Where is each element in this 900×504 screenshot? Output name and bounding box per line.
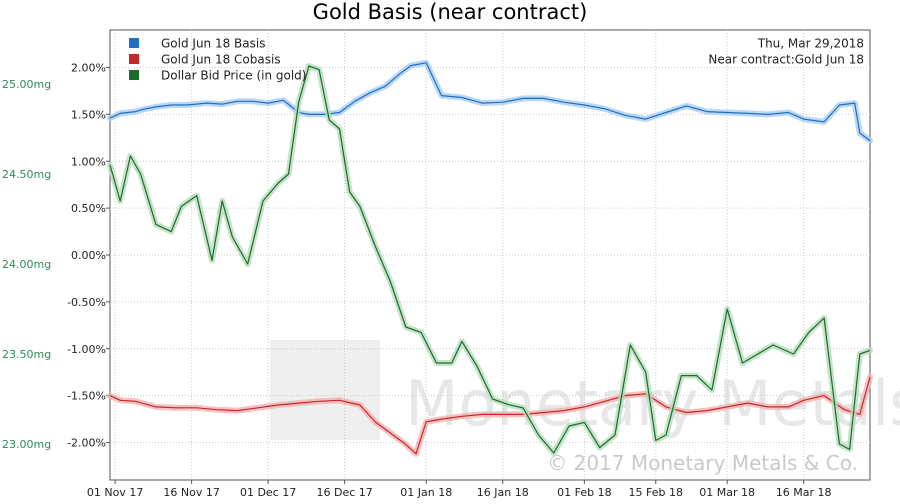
left-axis-tick-label: -2.00% [67, 437, 106, 450]
legend-swatch-dollar-bid [129, 70, 139, 80]
chart-title: Gold Basis (near contract) [313, 0, 588, 24]
left-axis-tick-label: 0.50% [71, 202, 106, 215]
series-lines [107, 59, 873, 457]
legend-label-basis: Gold Jun 18 Basis [161, 37, 265, 51]
right-axis-tick-label: 24.50mg [2, 168, 51, 181]
left-axis-tick-label: 1.50% [71, 108, 106, 121]
series-line-cobasis [109, 376, 871, 455]
right-axis-tick-label: 23.00mg [2, 438, 51, 451]
x-axis-tick-label: 01 Mar 18 [699, 486, 755, 499]
annotation-contract: Near contract:Gold Jun 18 [708, 53, 864, 67]
legend-label-cobasis: Gold Jun 18 Cobasis [161, 53, 281, 67]
right-axis-tick-label: 24.00mg [2, 258, 51, 271]
legend: Gold Jun 18 Basis Gold Jun 18 Cobasis Do… [129, 37, 306, 83]
series-line-dollar-bid [109, 65, 871, 454]
x-axis-tick-label: 16 Dec 17 [316, 486, 372, 499]
annotation-date: Thu, Mar 29,2018 [757, 37, 864, 51]
x-axis-tick-label: 01 Feb 18 [557, 486, 611, 499]
left-axis-tick-label: -1.00% [67, 343, 106, 356]
x-axis-tick-label: 01 Nov 17 [87, 486, 143, 499]
left-axis-tick-label: -0.50% [67, 296, 106, 309]
right-axis-tick-label: 25.00mg [2, 78, 51, 91]
left-axis-tick-label: 1.00% [71, 155, 106, 168]
legend-label-dollar-bid: Dollar Bid Price (in gold) [161, 69, 306, 83]
left-axis-tick-label: 2.00% [71, 62, 106, 75]
x-axis-tick-label: 15 Feb 18 [629, 486, 683, 499]
legend-swatch-cobasis [129, 54, 139, 64]
grid [110, 30, 870, 480]
x-axis: 01 Nov 17 16 Nov 17 01 Dec 17 16 Dec 17 01 J… [87, 480, 832, 499]
watermark-logo-mark [270, 340, 380, 440]
x-axis-tick-label: 01 Jan 18 [400, 486, 452, 499]
x-axis-tick-label: 01 Dec 17 [240, 486, 296, 499]
watermark-copyright: © 2017 Monetary Metals & Co. [547, 451, 858, 475]
x-axis-tick-label: 16 Jan 18 [477, 486, 529, 499]
right-axis: 25.00mg 24.50mg 24.00mg 23.50mg 23.00mg [2, 78, 51, 451]
x-axis-tick-label: 16 Mar 18 [776, 486, 832, 499]
left-axis-tick-label: -1.50% [67, 390, 106, 403]
series-line-basis [109, 62, 871, 142]
left-axis: 2.00% 1.50% 1.00% 0.50% 0.00% -0.50% -1.00% -1.… [67, 62, 110, 450]
left-axis-tick-label: 0.00% [71, 249, 106, 262]
right-axis-tick-label: 23.50mg [2, 348, 51, 361]
legend-swatch-basis [129, 38, 139, 48]
x-axis-tick-label: 16 Nov 17 [163, 486, 219, 499]
